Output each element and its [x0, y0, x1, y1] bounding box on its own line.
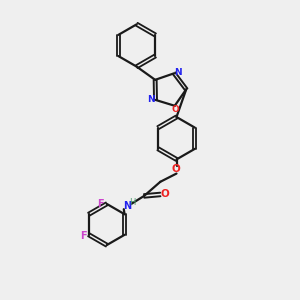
Text: O: O [171, 105, 179, 114]
Text: H: H [129, 198, 135, 207]
Text: N: N [174, 68, 182, 77]
Text: O: O [172, 164, 180, 174]
Text: F: F [80, 231, 87, 241]
Text: O: O [160, 190, 169, 200]
Text: F: F [98, 199, 104, 209]
Text: N: N [123, 201, 131, 211]
Text: N: N [148, 95, 155, 104]
